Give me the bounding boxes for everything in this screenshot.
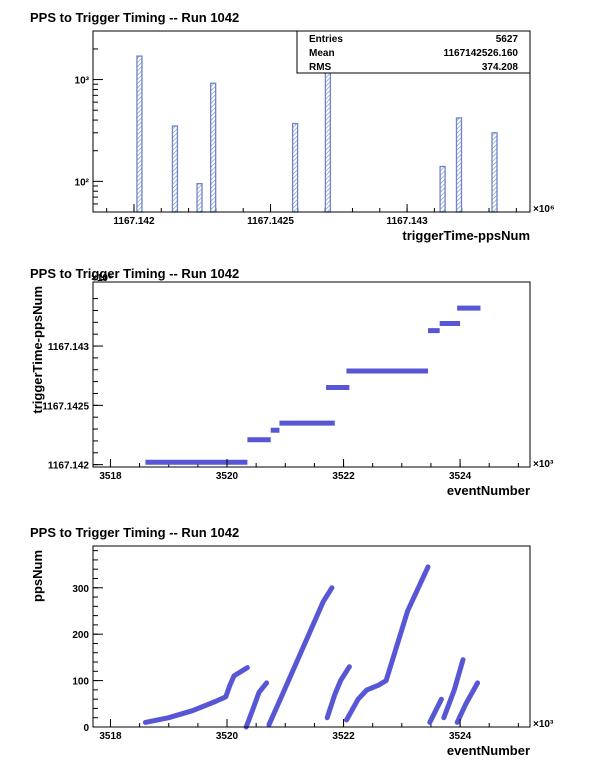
y-tick-label: 1167.1425 xyxy=(42,401,89,412)
x-tick-label: 3522 xyxy=(332,471,355,482)
histogram-bar xyxy=(291,122,299,213)
x-tick-label: 1167.143 xyxy=(387,216,429,227)
x-multiplier-label: ×10³ xyxy=(533,459,554,470)
plot-frame xyxy=(92,545,531,728)
x-tick-label: 3520 xyxy=(216,731,239,742)
data-point-series xyxy=(266,585,335,728)
plot-frame xyxy=(92,281,531,468)
stats-label: Mean xyxy=(309,48,335,59)
x-multiplier-label: ×10³ xyxy=(533,719,554,730)
histogram-bar xyxy=(324,67,332,213)
stats-box xyxy=(296,30,531,74)
x-tick-label: 3518 xyxy=(99,731,122,742)
y-tick-label: 300 xyxy=(72,584,89,595)
x-tick-label: 3522 xyxy=(332,731,355,742)
x-tick-label: 3520 xyxy=(216,471,239,482)
y-tick-label: 100 xyxy=(72,677,89,688)
histogram-bar xyxy=(171,125,179,213)
chart-title: PPS to Trigger Timing -- Run 1042 xyxy=(30,266,239,281)
y-tick-label: 10³ xyxy=(75,76,90,87)
x-axis-label: eventNumber xyxy=(447,743,530,758)
x-tick-label: 1167.1425 xyxy=(247,216,294,227)
chart-title: PPS to Trigger Timing -- Run 1042 xyxy=(30,10,239,25)
data-point-series xyxy=(427,696,444,725)
histogram-bar xyxy=(196,182,203,213)
data-point-series xyxy=(441,657,466,721)
x-tick-label: 3518 xyxy=(99,471,122,482)
data-point-series xyxy=(243,680,270,730)
data-point-series xyxy=(324,664,352,721)
x-axis-label: eventNumber xyxy=(447,483,530,498)
histogram-bar xyxy=(491,132,498,213)
histogram-bar xyxy=(136,55,143,213)
data-point-series xyxy=(142,665,250,725)
y-tick-label: 0 xyxy=(83,723,89,734)
x-tick-label: 3524 xyxy=(449,471,472,482)
histogram-bar xyxy=(210,82,217,213)
stats-label: RMS xyxy=(309,62,332,73)
x-tick-label: 3524 xyxy=(449,731,472,742)
y-tick-label: 10² xyxy=(75,177,90,188)
y-axis-label: triggerTime-ppsNum xyxy=(30,286,45,414)
x-axis-label: triggerTime-ppsNum xyxy=(402,228,530,243)
stats-value: 1167142526.160 xyxy=(443,48,518,59)
data-point-series xyxy=(454,680,481,725)
stats-value: 374.208 xyxy=(482,62,519,73)
y-tick-label: 200 xyxy=(72,630,89,641)
y-tick-label: 1167.142 xyxy=(48,461,90,472)
stats-value: 5627 xyxy=(496,34,519,45)
y-multiplier-label: ×10⁶ xyxy=(91,273,113,284)
data-point-series xyxy=(344,564,431,723)
x-tick-label: 1167.142 xyxy=(113,216,155,227)
chart-title: PPS to Trigger Timing -- Run 1042 xyxy=(30,525,239,540)
x-multiplier-label: ×10⁶ xyxy=(533,204,555,215)
y-tick-label: 1167.143 xyxy=(48,342,90,353)
histogram-bar xyxy=(439,165,446,213)
histogram-bar xyxy=(455,117,463,213)
stats-label: Entries xyxy=(309,34,343,45)
y-axis-label: ppsNum xyxy=(30,550,45,602)
